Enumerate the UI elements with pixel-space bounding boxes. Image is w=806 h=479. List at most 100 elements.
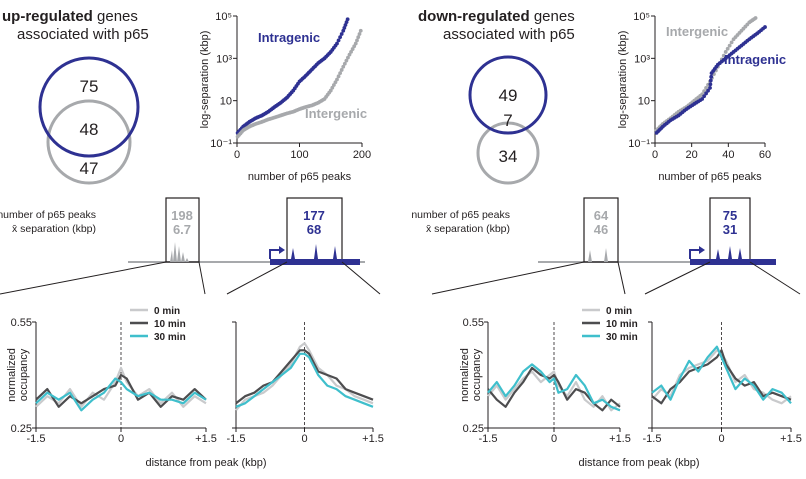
data-point xyxy=(339,68,344,72)
up-blue-sep: 68 xyxy=(307,222,321,237)
y-axis-label: log-separation (kbp) xyxy=(199,31,211,129)
data-point xyxy=(338,35,343,40)
data-point xyxy=(704,86,708,90)
data-point xyxy=(727,43,732,48)
series-legend-label: Intergenic xyxy=(305,106,367,121)
down-blue-sep: 31 xyxy=(723,222,737,237)
x-tick-label: +1.5 xyxy=(780,433,802,445)
x-axis-label: number of p65 peaks xyxy=(658,171,762,183)
up-gene-body xyxy=(270,259,360,265)
down-blue-peaks xyxy=(716,246,742,259)
series-line xyxy=(487,363,621,412)
data-point xyxy=(702,94,707,99)
up-grey-count: 198 xyxy=(171,208,193,223)
down-occupancy-intragenic-chart: -1.5 0 +1.5 xyxy=(643,321,802,445)
data-point xyxy=(704,91,708,96)
x-tick-label: 0 xyxy=(301,433,307,445)
y-tick-label: 0.55 xyxy=(463,317,484,329)
data-point xyxy=(345,17,350,22)
up-venn-grey-circle xyxy=(46,99,132,185)
data-point xyxy=(353,41,358,46)
series-line xyxy=(35,373,207,408)
down-peaks-label-1: number of p65 peaks xyxy=(411,209,510,221)
data-point xyxy=(331,83,336,87)
y-tick-label: 10³ xyxy=(216,53,232,65)
series-line xyxy=(651,345,792,405)
data-point xyxy=(700,97,705,101)
legend-label: 0 min xyxy=(154,306,180,317)
legend-label: 30 min xyxy=(154,332,186,343)
data-point xyxy=(342,61,347,66)
up-venn-top: 75 xyxy=(80,77,99,96)
data-point xyxy=(721,53,726,58)
data-point xyxy=(708,86,712,90)
data-point xyxy=(328,88,333,93)
x-tick-label: 60 xyxy=(759,149,771,161)
x-axis-label: number of p65 peaks xyxy=(248,171,352,183)
x-tick-label: 0 xyxy=(551,433,557,445)
down-venn-blue-circle xyxy=(468,55,548,135)
down-gene-body xyxy=(690,259,776,265)
down-tss-arrow xyxy=(689,249,702,259)
y-tick-label: 10³ xyxy=(634,53,650,65)
y-axis-label-line1: normalized xyxy=(459,348,471,402)
down-tss-arrowhead xyxy=(699,246,705,254)
data-point xyxy=(709,74,714,79)
data-point xyxy=(725,46,730,51)
up-venn-bottom: 47 xyxy=(80,159,99,178)
up-blue-peaks xyxy=(291,244,337,259)
up-occupancy-intergenic-chart: -1.5 0 +1.5 0.55 0.25 distance from peak (kbp… xyxy=(6,306,267,469)
y-axis-label-line1: normalized xyxy=(6,348,18,402)
series-line xyxy=(487,366,621,412)
data-point xyxy=(343,23,348,27)
up-header-line1: up-regulated genes xyxy=(2,8,138,25)
up-blue-count: 177 xyxy=(303,208,325,223)
down-venn-top: 49 xyxy=(499,86,518,105)
data-point xyxy=(333,80,338,85)
up-peak-track: number of p65 peaks x̄ separation (kbp) … xyxy=(0,197,381,295)
down-venn-bottom: 34 xyxy=(499,147,518,166)
data-point xyxy=(347,52,352,57)
up-peaks-label-2: x̄ separation (kbp) xyxy=(12,223,96,235)
data-point xyxy=(350,47,355,51)
up-venn: 75 48 47 xyxy=(38,56,140,185)
data-point xyxy=(357,32,362,36)
down-grey-peaks xyxy=(588,248,608,262)
data-point xyxy=(706,88,710,93)
down-peaks-label-2: x̄ separation (kbp) xyxy=(426,223,510,235)
data-point xyxy=(355,38,359,43)
data-point xyxy=(344,20,349,25)
legend-label: 10 min xyxy=(606,319,638,330)
down-zoom-line-mid1 xyxy=(617,261,626,295)
up-peaks-label-1: number of p65 peaks xyxy=(0,209,96,221)
x-tick-label: 200 xyxy=(353,149,371,161)
up-logsep-chart: 0 100 200 10⁻¹ 10 10³ 10⁵ number of p65 peaks lo… xyxy=(199,11,371,183)
data-point xyxy=(341,28,346,33)
series-line xyxy=(35,377,207,412)
data-point xyxy=(341,64,346,69)
down-grey-sep: 46 xyxy=(594,222,608,237)
up-zoom-line-mid2 xyxy=(226,261,288,295)
up-venn-mid: 48 xyxy=(80,120,99,139)
data-point xyxy=(356,35,361,40)
data-point xyxy=(352,44,357,49)
x-tick-label: 0 xyxy=(234,149,240,161)
data-point xyxy=(342,26,347,30)
data-point xyxy=(330,85,335,90)
down-zoom-line-left xyxy=(431,261,585,295)
x-tick-label: 0 xyxy=(118,433,124,445)
data-point xyxy=(708,82,713,87)
data-point xyxy=(723,50,728,54)
x-tick-label: +1.5 xyxy=(362,433,384,445)
down-header-line1: down-regulated genes xyxy=(418,8,575,25)
y-tick-label: 0.25 xyxy=(463,423,484,435)
up-zoom-line-mid1 xyxy=(198,261,206,295)
down-header-line2: associated with p65 xyxy=(443,26,575,43)
data-point xyxy=(763,25,767,29)
down-venn: 49 7 34 xyxy=(468,55,548,185)
data-point xyxy=(336,74,341,79)
series-legend-label: Intragenic xyxy=(258,30,320,45)
up-grey-sep: 6.7 xyxy=(173,222,191,237)
up-grey-peaks xyxy=(170,242,189,262)
up-tss-arrowhead xyxy=(279,246,285,254)
